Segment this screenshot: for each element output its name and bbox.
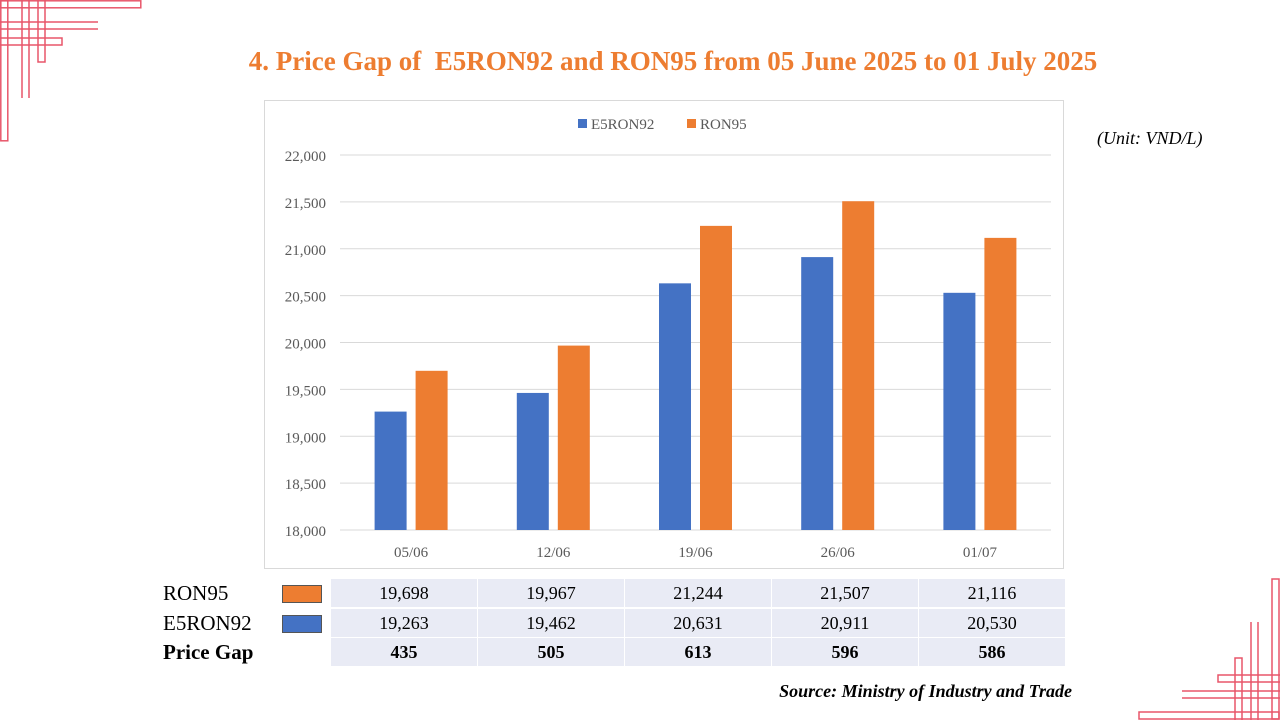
price-gap-table: RON95 19,698 19,967 21,244 21,507 21,116 E5RON… bbox=[162, 578, 1066, 667]
y-tick-label: 21,500 bbox=[285, 196, 326, 212]
table-cell: 21,116 bbox=[918, 578, 1066, 609]
row-label: E5RON92 bbox=[162, 607, 274, 638]
row-label: Price Gap bbox=[162, 637, 274, 667]
table-cell: 20,911 bbox=[771, 607, 919, 638]
legend-label-ron95: RON95 bbox=[700, 117, 747, 133]
table-cell: 596 bbox=[771, 637, 919, 667]
y-tick-label: 20,000 bbox=[285, 337, 326, 353]
x-tick-label: 19/06 bbox=[678, 545, 713, 561]
legend-swatch bbox=[282, 615, 322, 634]
x-tick-label: 12/06 bbox=[536, 545, 571, 561]
y-tick-label: 20,500 bbox=[285, 290, 326, 306]
source-note: Source: Ministry of Industry and Trade bbox=[779, 681, 1072, 701]
bar-ron95-3 bbox=[842, 201, 875, 530]
row-label: RON95 bbox=[162, 578, 274, 609]
y-tick-label: 21,000 bbox=[285, 243, 326, 259]
bar-ron95-4 bbox=[984, 237, 1017, 530]
unit-label: (Unit: VND/L) bbox=[1097, 128, 1203, 148]
legend-label-e5ron92: E5RON92 bbox=[591, 117, 654, 133]
corner-ornament-top-left bbox=[0, 0, 142, 142]
table-row: Price Gap 435 505 613 596 586 bbox=[162, 637, 1066, 667]
x-tick-label: 05/06 bbox=[394, 545, 429, 561]
legend-swatch bbox=[282, 585, 322, 604]
bar-e5ron92-2 bbox=[659, 283, 691, 530]
table-cell: 20,530 bbox=[918, 607, 1066, 638]
bar-e5ron92-3 bbox=[801, 257, 834, 530]
legend-swatch-ron95 bbox=[687, 119, 696, 128]
table-cell: 20,631 bbox=[624, 607, 772, 638]
table-row: E5RON92 19,263 19,462 20,631 20,911 20,530 bbox=[162, 607, 1066, 638]
bar-e5ron92-4 bbox=[943, 292, 976, 530]
swatch-cell bbox=[273, 578, 331, 609]
y-tick-label: 19,000 bbox=[285, 430, 326, 446]
bar-e5ron92-0 bbox=[374, 411, 407, 530]
table-row: RON95 19,698 19,967 21,244 21,507 21,116 bbox=[162, 578, 1066, 609]
x-tick-label: 01/07 bbox=[963, 545, 998, 561]
table-cell: 19,462 bbox=[477, 607, 625, 638]
legend-swatch-e5ron92 bbox=[578, 119, 587, 128]
bar-chart: 18,000 18,500 19,000 19,500 20,000 20,500 21,0… bbox=[285, 117, 1051, 561]
table-cell: 613 bbox=[624, 637, 772, 667]
table-cell: 21,507 bbox=[771, 578, 919, 609]
table-cell: 586 bbox=[918, 637, 1066, 667]
bar-ron95-1 bbox=[557, 345, 590, 530]
table-cell: 21,244 bbox=[624, 578, 772, 609]
chart-title: 4. Price Gap of E5RON92 and RON95 from 0… bbox=[248, 46, 1098, 76]
y-tick-label: 22,000 bbox=[285, 149, 326, 165]
y-tick-label: 19,500 bbox=[285, 383, 326, 399]
swatch-cell bbox=[273, 637, 331, 667]
table-cell: 505 bbox=[477, 637, 625, 667]
y-tick-label: 18,500 bbox=[285, 477, 326, 493]
table-cell: 19,698 bbox=[330, 578, 478, 609]
bar-ron95-0 bbox=[415, 370, 448, 530]
bar-e5ron92-1 bbox=[516, 392, 549, 530]
chart-frame: 18,000 18,500 19,000 19,500 20,000 20,500 21,0… bbox=[264, 100, 1064, 569]
table-cell: 19,263 bbox=[330, 607, 478, 638]
bar-ron95-2 bbox=[700, 225, 732, 530]
corner-ornament-bottom-right bbox=[1138, 578, 1280, 720]
table-cell: 19,967 bbox=[477, 578, 625, 609]
x-tick-label: 26/06 bbox=[821, 545, 856, 561]
y-tick-label: 18,000 bbox=[285, 524, 326, 540]
table-cell: 435 bbox=[330, 637, 478, 667]
swatch-cell bbox=[273, 607, 331, 638]
